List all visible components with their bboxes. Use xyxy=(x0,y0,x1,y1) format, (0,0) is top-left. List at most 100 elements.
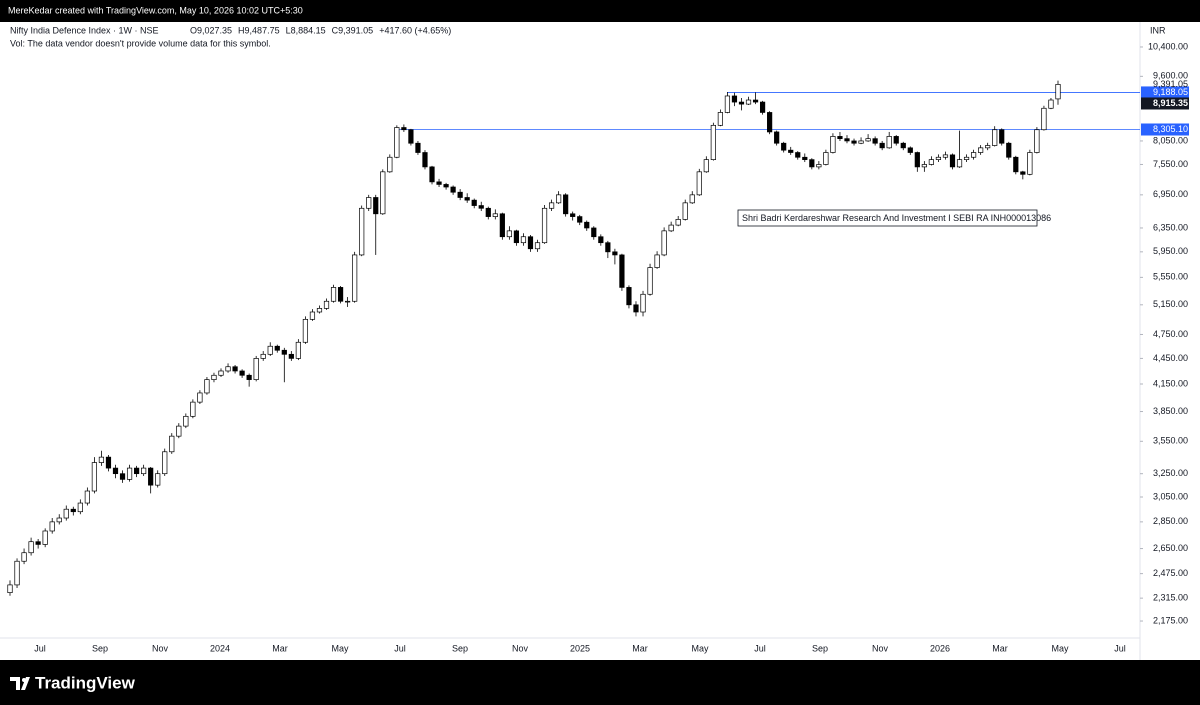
candle-body xyxy=(900,142,906,149)
candle-body xyxy=(401,127,407,131)
level-label-box xyxy=(1141,86,1189,99)
y-tick-label: 6,950.00 xyxy=(1153,189,1188,199)
y-tick-label: 3,850.00 xyxy=(1153,406,1188,416)
candle-body xyxy=(457,191,463,198)
y-tick-label: 5,950.00 xyxy=(1153,246,1188,256)
ohlc-label: O9,027.35 xyxy=(190,25,232,35)
candle-body xyxy=(478,205,484,209)
ohlc-label: L8,884.15 xyxy=(286,25,326,35)
candle-body xyxy=(302,318,309,343)
candle-body xyxy=(21,552,27,562)
candle-body xyxy=(999,129,1005,144)
candle-body xyxy=(281,349,287,355)
x-tick-label: Sep xyxy=(92,643,108,653)
candle-body xyxy=(91,462,98,492)
x-tick-label: May xyxy=(331,643,349,653)
candle-body xyxy=(689,194,695,204)
candle-body xyxy=(464,197,470,201)
candle-body xyxy=(359,207,365,256)
candle-body xyxy=(323,300,330,309)
x-tick-label: Jul xyxy=(34,643,46,653)
candle-body xyxy=(190,401,196,417)
candle-body xyxy=(506,230,512,238)
candle-body xyxy=(710,124,716,160)
candle-body xyxy=(767,112,773,133)
header: MereKedar created with TradingView.com, … xyxy=(8,5,303,15)
candle-body xyxy=(232,366,238,372)
candle-body xyxy=(260,353,266,359)
candle-body xyxy=(1034,129,1040,153)
candle-body xyxy=(450,186,456,193)
candle-body xyxy=(682,202,688,220)
candle-body xyxy=(668,224,674,232)
candle-body xyxy=(992,129,998,146)
x-tick-label: Jul xyxy=(754,643,766,653)
candle-body xyxy=(415,142,421,153)
level-label: 8,305.10 xyxy=(1153,124,1188,134)
candle-body xyxy=(978,147,984,153)
candle-body xyxy=(183,415,189,427)
candle-body xyxy=(429,166,435,183)
logo xyxy=(10,677,30,690)
candle-body xyxy=(795,152,801,158)
candle-body xyxy=(605,242,611,253)
subtitle: Vol: The data vendor doesn't provide vol… xyxy=(10,38,271,48)
chart-title: Nifty India Defence Index · 1W · NSE xyxy=(10,25,159,35)
candle-body xyxy=(914,152,920,168)
x-tick-label: Sep xyxy=(452,643,468,653)
candle-body xyxy=(823,152,829,165)
y-tick-label: 4,150.00 xyxy=(1153,378,1188,388)
footer: TradingView xyxy=(35,673,136,692)
candle-body xyxy=(921,164,927,168)
candle-body xyxy=(366,197,372,209)
currency: INR xyxy=(1150,25,1166,35)
x-tick-label: 2024 xyxy=(210,643,230,653)
x-tick-label: Mar xyxy=(992,643,1008,653)
level-label: 9,188.05 xyxy=(1153,87,1188,97)
candle-body xyxy=(134,467,140,475)
candle-body xyxy=(548,202,555,209)
change-label: +417.60 (+4.65%) xyxy=(379,25,451,35)
candle-body xyxy=(520,236,527,244)
x-tick-label: May xyxy=(1051,643,1069,653)
candle-body xyxy=(591,227,597,238)
candle-body xyxy=(788,149,794,153)
candle-body xyxy=(337,287,344,302)
y-tick-label: 7,550.00 xyxy=(1153,159,1188,169)
candle-body xyxy=(661,230,667,256)
candle-body xyxy=(584,221,590,229)
level-label-box xyxy=(1141,123,1189,136)
candle-body xyxy=(70,508,76,513)
candle-body xyxy=(169,435,175,453)
chart-panel xyxy=(0,22,1200,660)
candle-body xyxy=(394,127,400,158)
price-label: 8,915.35 xyxy=(1153,98,1188,108)
candle-body xyxy=(598,236,604,244)
candle-body xyxy=(56,517,62,523)
y-tick-label: 2,650.00 xyxy=(1153,543,1188,553)
candle-body xyxy=(14,560,20,586)
candle-body xyxy=(830,136,836,153)
candle-body xyxy=(288,353,294,359)
candle-body xyxy=(703,159,709,173)
candle-body xyxy=(781,142,787,151)
y-tick-label: 2,475.00 xyxy=(1153,568,1188,578)
candle-body xyxy=(204,379,210,394)
ohlc-label: C9,391.05 xyxy=(332,25,374,35)
candle-body xyxy=(809,159,815,168)
candle-body xyxy=(1013,156,1019,173)
candle-body xyxy=(985,145,991,149)
candle-body xyxy=(963,156,970,160)
candle-body xyxy=(865,138,871,142)
y-tick-label: 4,450.00 xyxy=(1153,353,1188,363)
candle-body xyxy=(893,136,899,144)
candle-body xyxy=(816,164,822,168)
candle-body xyxy=(717,112,723,126)
candle-body xyxy=(1006,142,1012,158)
x-tick-label: 2026 xyxy=(930,643,950,653)
candle-body xyxy=(774,131,780,144)
candle-body xyxy=(119,473,126,480)
candle-body xyxy=(513,230,520,244)
candle-body xyxy=(654,254,660,268)
